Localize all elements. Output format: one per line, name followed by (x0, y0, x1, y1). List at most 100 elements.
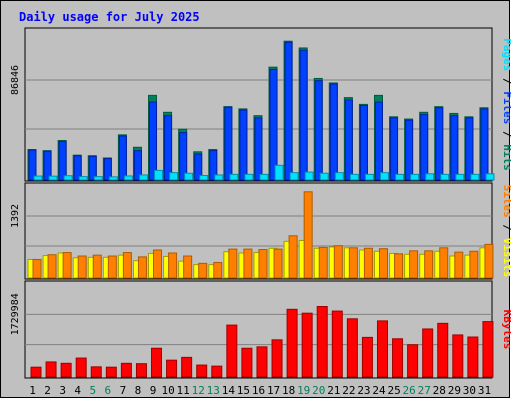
top-bar-pages (410, 173, 420, 181)
x-tick-label: 12 (192, 384, 205, 397)
top-bar-files (43, 150, 52, 181)
legend-entry: Hits (501, 144, 511, 171)
middle-bar-sites (424, 250, 434, 279)
legend-entry: / (501, 71, 511, 91)
bottom-bar-kbytes (30, 366, 42, 378)
x-tick-label: 25 (387, 384, 400, 397)
top-bar-files (374, 101, 383, 181)
middle-bar-sites (394, 253, 404, 279)
x-tick-label: 10 (161, 384, 174, 397)
bottom-bar-kbytes (226, 324, 238, 378)
middle-bar-sites (228, 248, 238, 279)
top-bar-files (450, 115, 459, 181)
top-bar-files (314, 80, 323, 181)
middle-bar-sites (47, 254, 57, 279)
top-bar-pages (244, 173, 254, 181)
top-bar-pages (319, 172, 329, 181)
middle-bar-sites (153, 249, 163, 279)
top-bar-files (164, 115, 173, 181)
top-bar-pages (425, 173, 435, 181)
top-bar-pages (395, 173, 405, 181)
top-bar-pages (169, 172, 179, 181)
x-tick-label: 27 (418, 384, 431, 397)
top-bar-pages (485, 173, 495, 181)
bottom-bar-kbytes (271, 339, 283, 378)
top-bar-files (88, 155, 97, 181)
legend-entry: Sites (501, 185, 511, 218)
bottom-bar-kbytes (90, 366, 102, 378)
legend-entry: Files (501, 91, 511, 124)
bottom-bar-kbytes (166, 359, 178, 378)
top-bar-files (254, 117, 263, 181)
bottom-bar-kbytes (346, 318, 358, 378)
chart-title: Daily usage for July 2025 (19, 10, 200, 24)
middle-bar-sites (243, 248, 253, 279)
legend-entry: KBytes (501, 310, 511, 350)
top-legend: Pages / Files / Hits (501, 38, 511, 171)
bottom-bar-kbytes (75, 357, 87, 378)
bottom-bar-kbytes (376, 320, 388, 378)
top-bar-pages (349, 173, 359, 181)
middle-bar-sites (439, 247, 449, 279)
top-bar-pages (304, 171, 314, 181)
top-bar-files (405, 119, 414, 181)
x-tick-label: 8 (135, 384, 142, 397)
middle-bar-sites (363, 247, 373, 279)
bottom-bar-kbytes (482, 321, 494, 378)
legend-entry: / (501, 218, 511, 238)
top-bar-pages (364, 173, 374, 181)
bottom-bar-kbytes (407, 344, 419, 378)
bottom-bar-kbytes (151, 347, 163, 378)
middle-bar-sites (32, 258, 42, 279)
bottom-bar-kbytes (135, 363, 147, 378)
middle-bar-sites (62, 252, 72, 279)
top-bar-files (149, 101, 158, 181)
x-tick-label: 18 (282, 384, 295, 397)
x-tick-label: 24 (372, 384, 386, 397)
top-bar-pages (455, 173, 465, 181)
top-bar-pages (229, 173, 239, 181)
top-bar-files (179, 132, 188, 181)
legend-entry: Visits (501, 238, 511, 278)
top-bar-pages (123, 175, 133, 181)
x-tick-label: 7 (120, 384, 127, 397)
middle-bar-sites (168, 252, 178, 279)
middle-bar-sites (273, 248, 283, 279)
middle-bar-sites (137, 256, 147, 279)
bottom-legend: KBytes (501, 310, 511, 350)
bottom-bar-kbytes (361, 336, 373, 378)
x-tick-label: 5 (89, 384, 96, 397)
x-tick-label: 23 (357, 384, 370, 397)
bottom-bar-kbytes (286, 308, 298, 378)
bottom-bar-kbytes (422, 328, 434, 378)
bottom-bar-kbytes (301, 312, 313, 378)
middle-bar-sites (303, 191, 313, 279)
top-bar-pages (214, 174, 224, 181)
bottom-bar-kbytes (256, 346, 268, 378)
x-tick-label: 26 (403, 384, 416, 397)
bottom-bar-kbytes (452, 334, 464, 378)
top-bar-pages (470, 173, 480, 181)
top-bar-files (133, 150, 142, 181)
top-bar-pages (274, 164, 284, 181)
x-tick-label: 9 (150, 384, 157, 397)
legend-entry: / (501, 124, 511, 144)
top-bar-pages (154, 169, 164, 181)
middle-bar-sites (378, 248, 388, 279)
x-tick-label: 2 (44, 384, 51, 397)
middle-bar-sites (92, 254, 102, 279)
middle-bar-sites (454, 251, 464, 279)
top-bar-pages (93, 176, 103, 181)
bottom-bar-kbytes (467, 336, 479, 378)
bottom-bar-kbytes (211, 365, 223, 378)
bottom-bar-kbytes (60, 362, 72, 378)
middle-bar-sites (213, 261, 223, 279)
middle-bar-sites (77, 255, 87, 279)
bottom-bar-kbytes (316, 306, 328, 378)
x-tick-label: 3 (59, 384, 66, 397)
top-bar-files (329, 83, 338, 181)
top-bar-pages (440, 173, 450, 181)
x-tick-label: 30 (463, 384, 476, 397)
x-tick-label: 4 (74, 384, 81, 397)
top-bar-pages (108, 176, 118, 181)
